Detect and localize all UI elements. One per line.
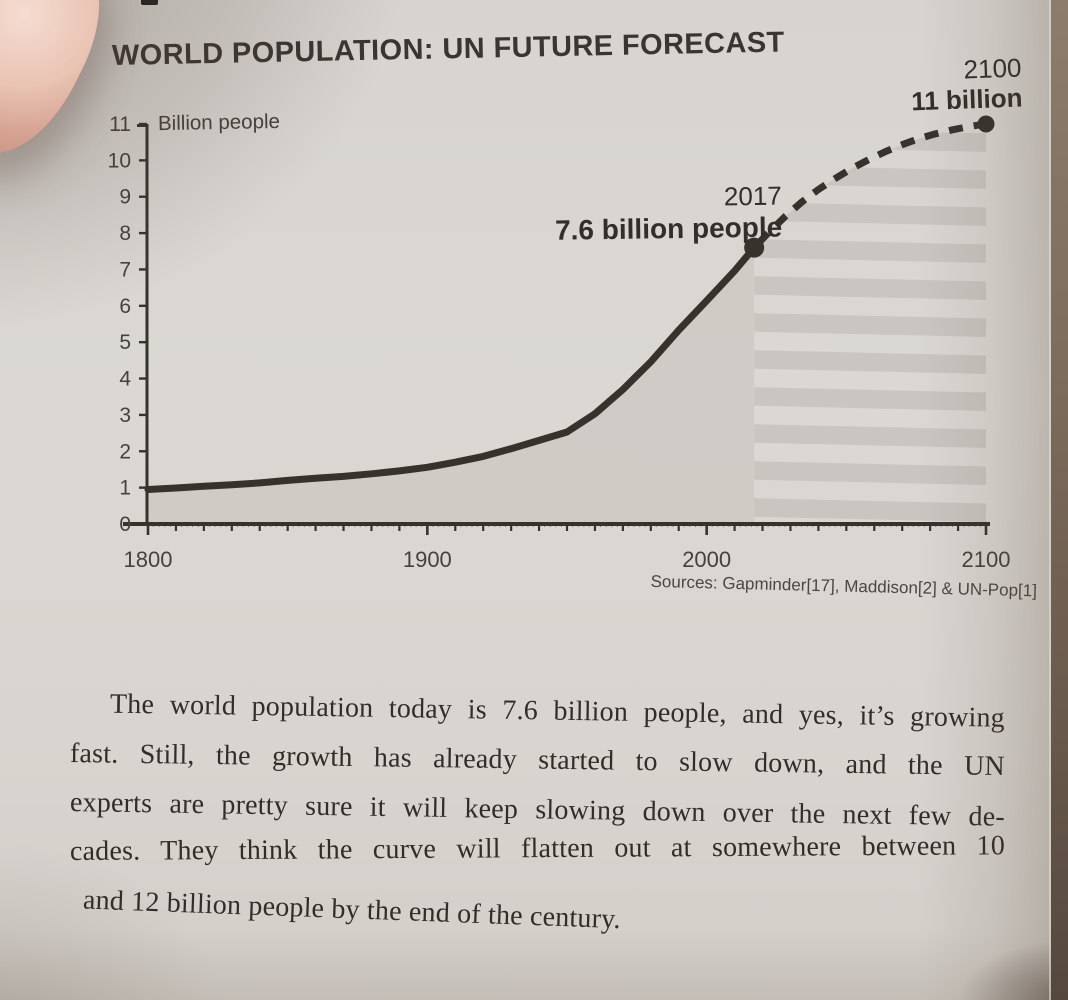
series-lines bbox=[144, 120, 987, 493]
svg-text:9: 9 bbox=[119, 186, 131, 209]
y-axis-unit-label: Billion people bbox=[157, 109, 281, 136]
body-paragraph: The world population today is 7.6 billio… bbox=[70, 684, 1015, 964]
annotation-2017: 2017 7.6 billion people bbox=[437, 181, 783, 249]
svg-text:6: 6 bbox=[119, 295, 131, 318]
paragraph-line: fast. Still, the growth has already star… bbox=[69, 738, 1006, 783]
paragraph-line: and 12 billion people by the end of the … bbox=[82, 884, 622, 936]
paragraph-line: experts are pretty sure it will keep slo… bbox=[69, 787, 1006, 833]
svg-text:2000: 2000 bbox=[682, 547, 731, 572]
paragraph-line: The world population today is 7.6 billio… bbox=[109, 688, 1006, 734]
tick-labels: 0 1 2 3 4 5 6 7 8 9 10 11 1800 1900 2000 2100 bbox=[108, 113, 1011, 572]
svg-text:2: 2 bbox=[119, 440, 131, 463]
svg-text:0: 0 bbox=[119, 513, 131, 536]
svg-text:1: 1 bbox=[119, 477, 131, 500]
annotation-2017-value: 7.6 billion people bbox=[554, 211, 783, 246]
svg-text:8: 8 bbox=[119, 222, 131, 245]
end-point-dots bbox=[744, 115, 995, 258]
area-fills bbox=[148, 124, 986, 524]
svg-text:10: 10 bbox=[108, 149, 131, 172]
svg-text:11: 11 bbox=[109, 113, 131, 136]
annotation-2100: 2100 11 billion bbox=[821, 53, 1023, 120]
axes-and-ticks bbox=[123, 122, 990, 535]
paragraph-line: cades. They think the curve will flatten… bbox=[69, 830, 1006, 867]
svg-text:3: 3 bbox=[119, 404, 131, 427]
svg-text:2100: 2100 bbox=[962, 547, 1011, 572]
svg-text:1900: 1900 bbox=[403, 547, 452, 572]
svg-text:4: 4 bbox=[119, 368, 131, 391]
svg-text:1800: 1800 bbox=[124, 547, 173, 572]
annotation-2017-year: 2017 bbox=[723, 180, 782, 212]
photo-background-edge bbox=[1049, 0, 1068, 1000]
svg-text:5: 5 bbox=[119, 331, 131, 354]
page-top-ink-mark bbox=[141, 0, 158, 5]
chart-canvas: 0 1 2 3 4 5 6 7 8 9 10 11 1800 1900 2000 2100 bbox=[108, 113, 1011, 572]
svg-text:7: 7 bbox=[119, 258, 131, 281]
